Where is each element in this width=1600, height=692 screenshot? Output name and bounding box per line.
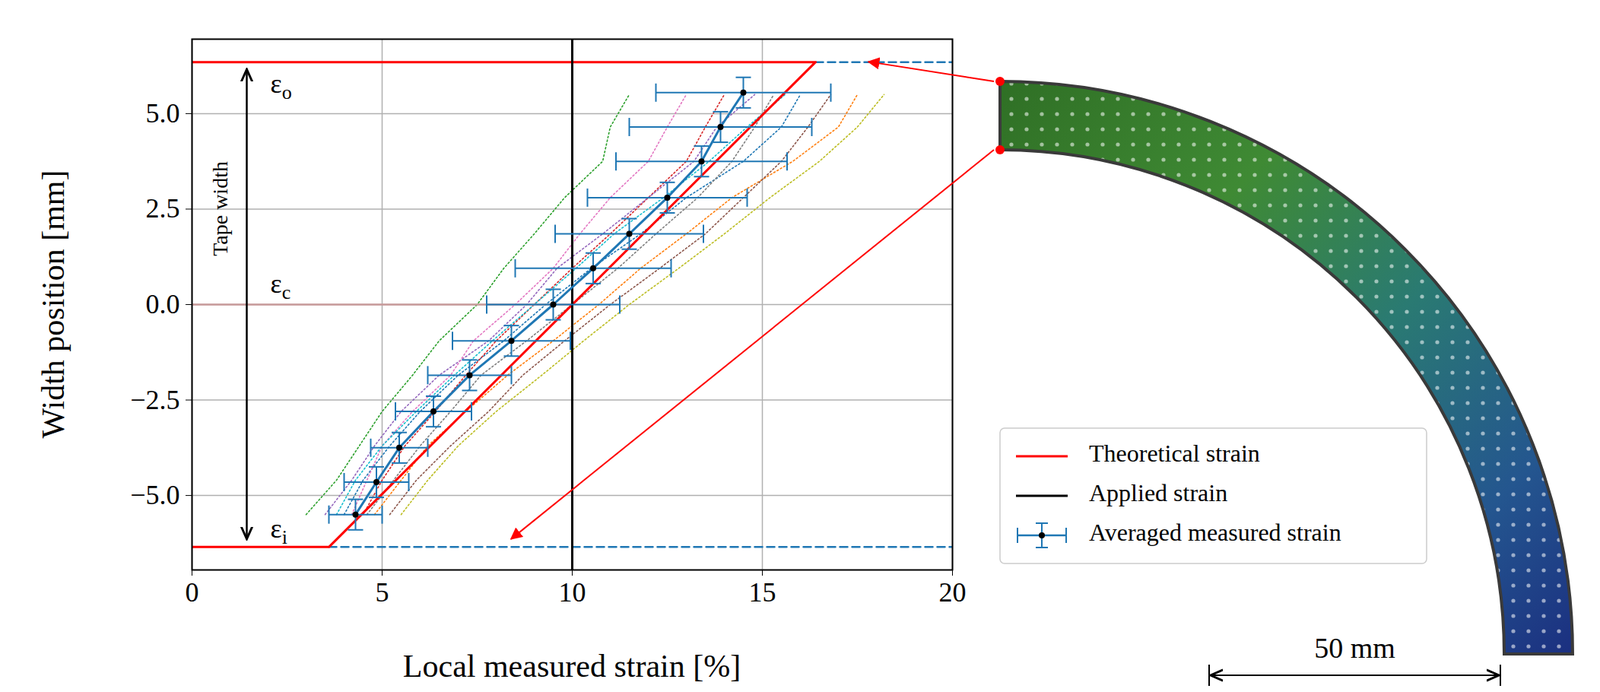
svg-text:0: 0 xyxy=(185,577,200,608)
svg-text:εi: εi xyxy=(270,513,288,549)
svg-text:Theoretical strain: Theoretical strain xyxy=(1088,439,1261,467)
svg-text:5: 5 xyxy=(375,577,390,608)
svg-text:Width position [mm]: Width position [mm] xyxy=(35,170,71,439)
svg-text:Tape width: Tape width xyxy=(208,161,232,257)
svg-text:Applied strain: Applied strain xyxy=(1088,479,1228,507)
svg-text:εc: εc xyxy=(270,269,292,305)
svg-text:15: 15 xyxy=(749,577,777,608)
svg-text:−2.5: −2.5 xyxy=(130,384,180,416)
svg-text:0.0: 0.0 xyxy=(146,288,181,320)
svg-text:Averaged measured strain: Averaged measured strain xyxy=(1088,518,1342,547)
svg-text:10: 10 xyxy=(558,577,587,608)
svg-text:Local measured strain [%]: Local measured strain [%] xyxy=(403,648,741,684)
svg-text:−5.0: −5.0 xyxy=(130,479,180,511)
svg-text:5.0: 5.0 xyxy=(146,98,181,129)
svg-text:εo: εo xyxy=(270,68,293,104)
svg-text:50 mm: 50 mm xyxy=(1314,631,1396,664)
svg-text:2.5: 2.5 xyxy=(146,193,181,224)
svg-text:20: 20 xyxy=(939,577,967,608)
